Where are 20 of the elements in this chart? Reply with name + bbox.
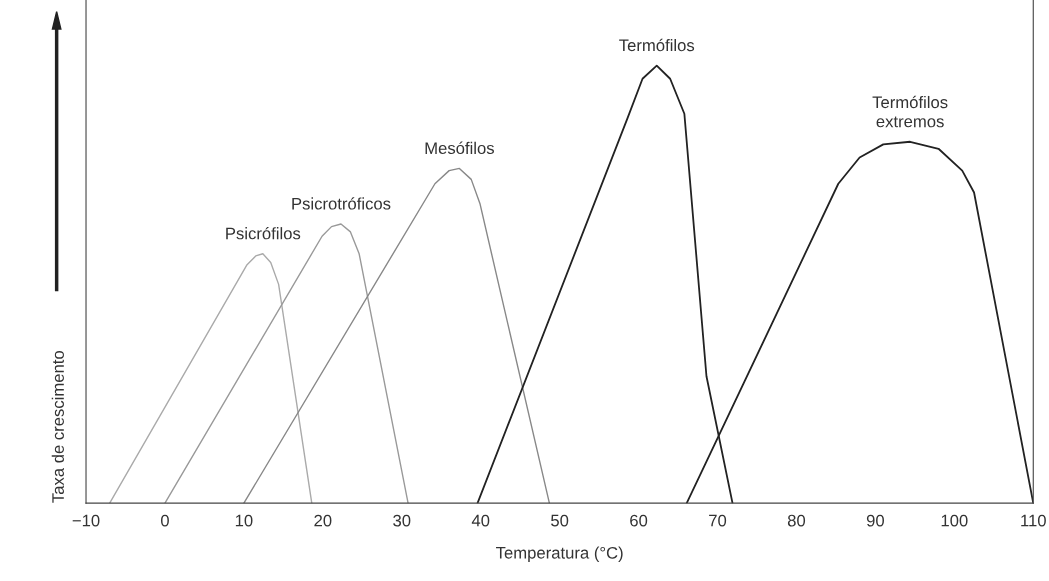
x-tick-label: −10 xyxy=(72,514,100,527)
x-tick-label: 30 xyxy=(393,514,411,527)
x-tick-label: 60 xyxy=(630,514,648,527)
series-label: Mesófilos xyxy=(425,141,494,155)
x-tick-label: 100 xyxy=(941,514,968,527)
y-axis-title: Taxa de crescimento xyxy=(51,351,64,503)
x-tick-label: 40 xyxy=(471,514,490,527)
series-label: Psicrotróficos xyxy=(292,197,391,210)
x-tick-label: 0 xyxy=(160,514,169,527)
x-tick-label: 80 xyxy=(787,514,806,527)
x-tick-label: 50 xyxy=(551,514,569,527)
series-label: Psicrófilos xyxy=(226,226,301,240)
x-tick-label: 20 xyxy=(314,514,332,527)
x-axis-title: Temperatura (°C) xyxy=(496,546,623,562)
series-label: Termófilos xyxy=(619,38,695,52)
series-label: Termófilos extremos xyxy=(872,95,948,128)
x-tick-label: 10 xyxy=(235,514,253,527)
x-tick-label: 110 xyxy=(1021,514,1046,527)
x-tick-label: 90 xyxy=(866,514,885,527)
x-tick-label: 70 xyxy=(709,514,727,527)
